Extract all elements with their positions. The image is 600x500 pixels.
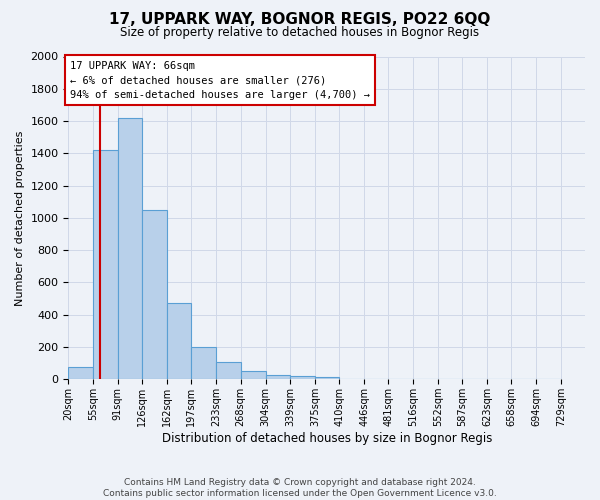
Text: Size of property relative to detached houses in Bognor Regis: Size of property relative to detached ho… [121,26,479,39]
Text: 17 UPPARK WAY: 66sqm
← 6% of detached houses are smaller (276)
94% of semi-detac: 17 UPPARK WAY: 66sqm ← 6% of detached ho… [70,60,370,100]
Bar [266,376,290,380]
Bar [167,304,191,380]
Text: 17, UPPARK WAY, BOGNOR REGIS, PO22 6QQ: 17, UPPARK WAY, BOGNOR REGIS, PO22 6QQ [109,12,491,28]
Bar [241,371,266,380]
Bar [118,118,142,380]
X-axis label: Distribution of detached houses by size in Bognor Regis: Distribution of detached houses by size … [161,432,492,445]
Text: Contains HM Land Registry data © Crown copyright and database right 2024.
Contai: Contains HM Land Registry data © Crown c… [103,478,497,498]
Bar [93,150,118,380]
Bar [142,210,167,380]
Y-axis label: Number of detached properties: Number of detached properties [15,130,25,306]
Bar [191,347,216,380]
Bar [216,362,241,380]
Bar [68,367,93,380]
Bar [290,376,315,380]
Bar [315,377,339,380]
